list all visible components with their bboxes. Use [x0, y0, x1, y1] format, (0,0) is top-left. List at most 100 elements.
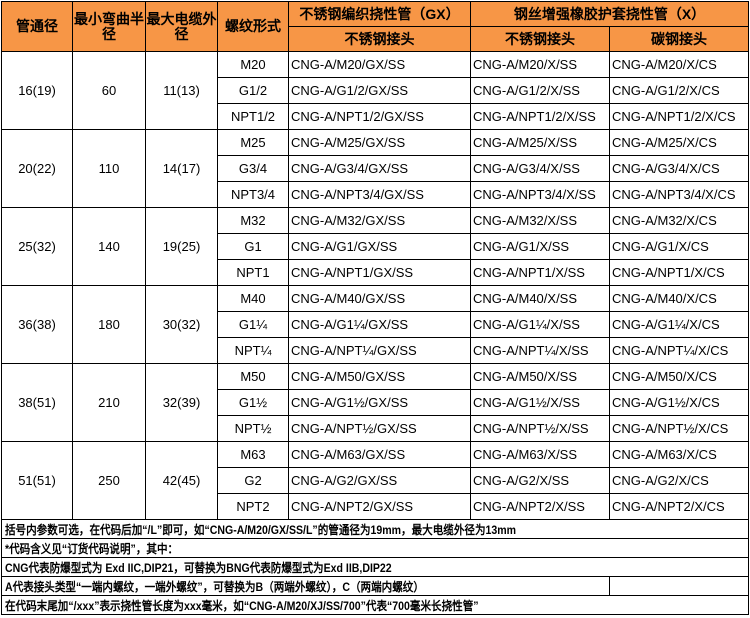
- code-x-ss: CNG-A/NPT1/2/X/SS: [470, 103, 610, 130]
- note: A代表接头类型“一端内螺纹，一端外螺纹”，可替换为B（两端外螺纹），C（两端内螺…: [1, 576, 610, 596]
- code-x-ss: CNG-A/NPT3/4/X/SS: [470, 181, 610, 208]
- table-row: G1¼ CNG-A/G1¼/GX/SS CNG-A/G1¼/X/SS CNG-A/G1…: [2, 311, 749, 338]
- code-gx-ss: CNG-A/G1½/GX/SS: [288, 389, 471, 416]
- pipe-diameter: 38(51): [1, 363, 73, 442]
- empty-cell: [609, 576, 749, 596]
- note: *代码含义见“订货代码说明”，其中：: [1, 538, 749, 558]
- note-text: 在代码末尾加“/xxx”表示挠性管长度为xxx毫米，如“CNG-A/M20/XJ…: [5, 598, 479, 613]
- code-x-cs: CNG-A/G2/X/CS: [609, 467, 749, 494]
- code-gx-ss: CNG-A/M40/GX/SS: [288, 285, 471, 312]
- thread-type: NPT2: [217, 493, 289, 520]
- code-gx-ss: CNG-A/G1/GX/SS: [288, 233, 471, 260]
- thread-type: NPT¼: [217, 337, 289, 364]
- thread-type: G3/4: [217, 155, 289, 182]
- table-row: G1/2 CNG-A/G1/2/GX/SS CNG-A/G1/2/X/SS CNG-A…: [2, 77, 749, 104]
- code-x-ss: CNG-A/G3/4/X/SS: [470, 155, 610, 182]
- max-cable-diameter: 19(25): [145, 207, 218, 286]
- thread-type: G1¼: [217, 311, 289, 338]
- thread-type: NPT½: [217, 415, 289, 442]
- code-x-cs: CNG-A/M32/X/CS: [609, 207, 749, 234]
- pipe-diameter: 36(38): [1, 285, 73, 364]
- thread-type: G1½: [217, 389, 289, 416]
- code-x-cs: CNG-A/G1½/X/CS: [609, 389, 749, 416]
- thread-type: M50: [217, 363, 289, 390]
- table-row: NPT1 CNG-A/NPT1/GX/SS CNG-A/NPT1/X/SS CNG-A…: [2, 259, 749, 286]
- table-row: G1 CNG-A/G1/GX/SS CNG-A/G1/X/SS CNG-A/G1/X/…: [2, 233, 749, 260]
- code-gx-ss: CNG-A/M25/GX/SS: [288, 129, 471, 156]
- table-row: 38(51) 210 32(39) M50 CNG-A/M50/GX/SS CNG-A/M…: [1, 363, 749, 442]
- code-x-cs: CNG-A/M50/X/CS: [609, 363, 749, 390]
- code-gx-ss: CNG-A/G3/4/GX/SS: [288, 155, 471, 182]
- code-gx-ss: CNG-A/M32/GX/SS: [288, 207, 471, 234]
- header-gx: 不锈钢编织挠性管（GX）: [288, 1, 471, 27]
- thread-type: M20: [217, 51, 289, 78]
- code-gx-ss: CNG-A/M50/GX/SS: [288, 363, 471, 390]
- table-row: 25(32) 140 19(25) M32 CNG-A/M32/GX/SS CNG-A/M…: [1, 207, 749, 286]
- note-text: 括号内参数可选，在代码后加“/L”即可，如“CNG-A/M20/GX/SS/L”…: [5, 522, 517, 537]
- code-x-cs: CNG-A/NPT1/X/CS: [609, 259, 749, 286]
- table-row: NPT3/4 CNG-A/NPT3/4/GX/SS CNG-A/NPT3/4/X/S…: [2, 181, 749, 208]
- thread-type: NPT1: [217, 259, 289, 286]
- code-x-cs: CNG-A/NPT2/X/CS: [609, 493, 749, 520]
- max-cable-diameter: 42(45): [145, 441, 218, 520]
- header-pipe-diameter: 管通径: [1, 1, 73, 52]
- note-text: A代表接头类型“一端内螺纹，一端外螺纹”，可替换为B（两端外螺纹），C（两端内螺…: [5, 579, 424, 594]
- table-row: 51(51) 250 42(45) M63 CNG-A/M63/GX/SS CNG-A/M…: [1, 441, 749, 520]
- thread-type: G2: [217, 467, 289, 494]
- min-bend-radius: 250: [72, 441, 146, 520]
- code-x-cs: CNG-A/M25/X/CS: [609, 129, 749, 156]
- table-row: G3/4 CNG-A/G3/4/GX/SS CNG-A/G3/4/X/SS CNG-A…: [2, 155, 749, 182]
- table-row: 36(38) 180 30(32) M40 CNG-A/M40/GX/SS CNG-A/M…: [1, 285, 749, 364]
- min-bend-radius: 110: [72, 129, 146, 208]
- thread-type: NPT1/2: [217, 103, 289, 130]
- thread-type: M25: [217, 129, 289, 156]
- code-x-cs: CNG-A/NPT½/X/CS: [609, 415, 749, 442]
- header-max-cable-diameter: 最大电缆外径: [145, 1, 218, 52]
- header-gx-ss: 不锈钢接头: [288, 26, 471, 52]
- table-row: NPT1/2 CNG-A/NPT1/2/GX/SS CNG-A/NPT1/2/X/S…: [2, 103, 749, 130]
- max-cable-diameter: 14(17): [145, 129, 218, 208]
- max-cable-diameter: 11(13): [145, 51, 218, 130]
- code-gx-ss: CNG-A/G1¼/GX/SS: [288, 311, 471, 338]
- code-x-ss: CNG-A/M32/X/SS: [470, 207, 610, 234]
- code-x-ss: CNG-A/G1/2/X/SS: [470, 77, 610, 104]
- code-x-ss: CNG-A/NPT2/X/SS: [470, 493, 610, 520]
- code-gx-ss: CNG-A/NPT¼/GX/SS: [288, 337, 471, 364]
- code-x-ss: CNG-A/M63/X/SS: [470, 441, 610, 468]
- table-row: 16(19) 60 11(13) M20 CNG-A/M20/GX/SS CNG-A/M2…: [1, 51, 749, 130]
- code-x-cs: CNG-A/G1/2/X/CS: [609, 77, 749, 104]
- note: CNG代表防爆型式为 Exd IIC,DIP21，可替换为BNG代表防爆型式为E…: [1, 557, 749, 577]
- code-x-ss: CNG-A/G2/X/SS: [470, 467, 610, 494]
- header-min-bend-radius: 最小弯曲半径: [72, 1, 146, 52]
- code-x-cs: CNG-A/G3/4/X/CS: [609, 155, 749, 182]
- code-x-cs: CNG-A/G1/X/CS: [609, 233, 749, 260]
- code-gx-ss: CNG-A/M63/GX/SS: [288, 441, 471, 468]
- code-x-cs: CNG-A/M63/X/CS: [609, 441, 749, 468]
- note-text: *代码含义见“订货代码说明”，其中：: [5, 541, 179, 556]
- header-x-ss: 不锈钢接头: [470, 26, 610, 52]
- code-gx-ss: CNG-A/NPT2/GX/SS: [288, 493, 471, 520]
- code-x-ss: CNG-A/G1/X/SS: [470, 233, 610, 260]
- code-x-ss: CNG-A/NPT¼/X/SS: [470, 337, 610, 364]
- table-row: 20(22) 110 14(17) M25 CNG-A/M25/GX/SS CNG-A/M…: [1, 129, 749, 208]
- note-text: CNG代表防爆型式为 Exd IIC,DIP21，可替换为BNG代表防爆型式为E…: [5, 560, 392, 575]
- code-x-ss: CNG-A/G1½/X/SS: [470, 389, 610, 416]
- note: 在代码末尾加“/xxx”表示挠性管长度为xxx毫米，如“CNG-A/M20/XJ…: [1, 595, 749, 615]
- code-x-cs: CNG-A/NPT1/2/X/CS: [609, 103, 749, 130]
- code-x-ss: CNG-A/M50/X/SS: [470, 363, 610, 390]
- code-x-ss: CNG-A/M20/X/SS: [470, 51, 610, 78]
- header-x: 钢丝增强橡胶护套挠性管（X）: [470, 1, 749, 27]
- thread-type: M63: [217, 441, 289, 468]
- code-gx-ss: CNG-A/NPT1/GX/SS: [288, 259, 471, 286]
- code-gx-ss: CNG-A/NPT½/GX/SS: [288, 415, 471, 442]
- code-x-cs: CNG-A/M40/X/CS: [609, 285, 749, 312]
- pipe-diameter: 16(19): [1, 51, 73, 130]
- code-gx-ss: CNG-A/G2/GX/SS: [288, 467, 471, 494]
- note: 括号内参数可选，在代码后加“/L”即可，如“CNG-A/M20/GX/SS/L”…: [1, 519, 749, 539]
- code-gx-ss: CNG-A/NPT3/4/GX/SS: [288, 181, 471, 208]
- code-x-ss: CNG-A/NPT1/X/SS: [470, 259, 610, 286]
- code-gx-ss: CNG-A/M20/GX/SS: [288, 51, 471, 78]
- code-x-ss: CNG-A/G1¼/X/SS: [470, 311, 610, 338]
- table-row: NPT¼ CNG-A/NPT¼/GX/SS CNG-A/NPT¼/X/SS CNG-A…: [2, 337, 749, 364]
